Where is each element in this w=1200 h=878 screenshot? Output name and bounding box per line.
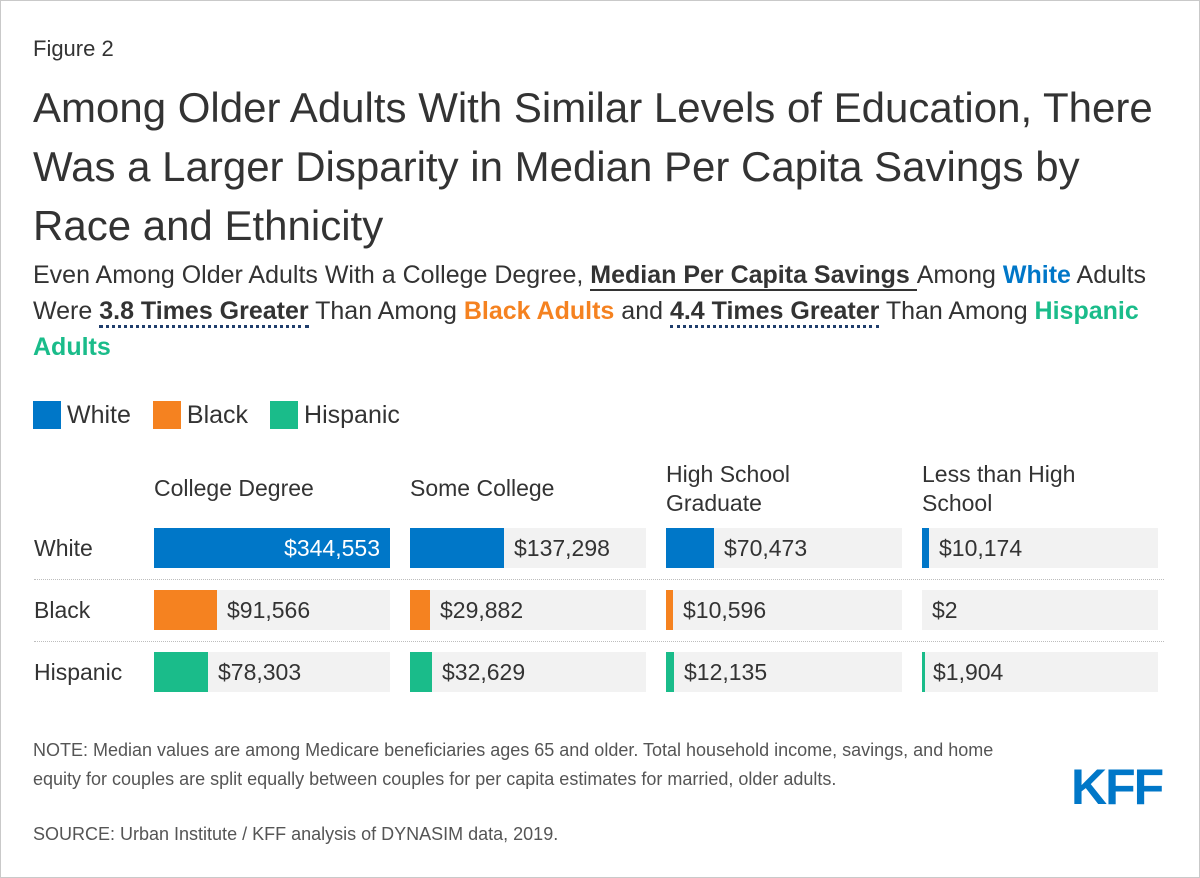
bar-track: $12,135 bbox=[666, 652, 902, 692]
legend: White Black Hispanic bbox=[33, 400, 422, 430]
subtitle-text: Among bbox=[916, 261, 1003, 289]
bar-track: $10,174 bbox=[922, 528, 1158, 568]
data-label: $78,303 bbox=[218, 659, 302, 685]
subtitle-ratio-hispanic: 4.4 Times Greater bbox=[669, 297, 880, 328]
bar-black-high-school-graduate bbox=[666, 590, 673, 630]
bar-white-less-than-high-school bbox=[922, 528, 929, 568]
data-label: $137,298 bbox=[514, 535, 610, 561]
data-label: $91,566 bbox=[227, 597, 311, 623]
bar-track: $344,553 bbox=[154, 528, 390, 568]
row-label-hispanic: Hispanic bbox=[34, 659, 123, 685]
bar-white-some-college bbox=[410, 528, 504, 568]
subtitle-emphasis-savings: Median Per Capita Savings bbox=[590, 261, 917, 291]
subtitle-text: Than Among bbox=[879, 297, 1035, 325]
column-header-high-school-graduate: High School Graduate bbox=[666, 461, 791, 516]
legend-item-black: Black bbox=[152, 400, 249, 430]
subtitle-ratio-black: 3.8 Times Greater bbox=[99, 297, 309, 328]
bar-hispanic-some-college bbox=[410, 652, 432, 692]
chart-subtitle: Even Among Older Adults With a College D… bbox=[33, 257, 1183, 365]
legend-swatch-white bbox=[33, 401, 61, 429]
bar-white-high-school-graduate bbox=[666, 528, 714, 568]
data-label: $70,473 bbox=[724, 535, 808, 561]
data-label: $10,174 bbox=[939, 535, 1023, 561]
chart-title: Among Older Adults With Similar Levels o… bbox=[33, 84, 1153, 249]
subtitle-hispanic-adults: Hispanic Adults bbox=[33, 297, 1139, 361]
bar-hispanic-high-school-graduate bbox=[666, 652, 674, 692]
bar-track: $78,303 bbox=[154, 652, 390, 692]
subtitle-black-adults: Black Adults bbox=[463, 297, 615, 325]
bar-track: $91,566 bbox=[154, 590, 390, 630]
bar-track: $10,596 bbox=[666, 590, 902, 630]
data-label: $10,596 bbox=[683, 597, 767, 623]
subtitle-text: Even Among Older Adults With a College D… bbox=[33, 261, 591, 289]
bar-track: $2 bbox=[922, 590, 1158, 630]
bar-track: $70,473 bbox=[666, 528, 902, 568]
bar-black-college-degree bbox=[154, 590, 217, 630]
figure-label: Figure 2 bbox=[33, 36, 114, 61]
bar-white-college-degree bbox=[154, 528, 390, 568]
bar-hispanic-less-than-high-school bbox=[922, 652, 925, 692]
data-label: $29,882 bbox=[440, 597, 524, 623]
footnote: NOTE: Median values are among Medicare b… bbox=[33, 740, 994, 789]
data-label: $2 bbox=[932, 597, 958, 623]
bar-hispanic-college-degree bbox=[154, 652, 208, 692]
data-label: $344,553 bbox=[284, 535, 380, 561]
subtitle-white: White bbox=[1002, 261, 1071, 289]
bar-track: $32,629 bbox=[410, 652, 646, 692]
column-header-college-degree: College Degree bbox=[154, 475, 314, 501]
bar-track: $29,882 bbox=[410, 590, 646, 630]
row-label-black: Black bbox=[34, 597, 91, 623]
legend-item-white: White bbox=[33, 401, 131, 430]
column-header-some-college: Some College bbox=[410, 475, 555, 501]
row-divider bbox=[34, 579, 1164, 580]
subtitle-text: and bbox=[614, 297, 670, 325]
subtitle-text: Than Among bbox=[308, 297, 464, 325]
column-header-less-than-high-school: Less than High School bbox=[922, 461, 1076, 516]
legend-label-hispanic: Hispanic bbox=[304, 400, 400, 429]
legend-label-black: Black bbox=[186, 400, 249, 429]
row-divider bbox=[34, 641, 1164, 642]
data-label: $12,135 bbox=[684, 659, 768, 685]
bar-black-some-college bbox=[410, 590, 430, 630]
legend-label-white: White bbox=[67, 400, 131, 429]
legend-item-hispanic: Hispanic bbox=[270, 401, 400, 430]
source-note: SOURCE: Urban Institute / KFF analysis o… bbox=[33, 824, 559, 844]
kff-logo: KFF bbox=[1071, 759, 1164, 815]
legend-swatch-hispanic bbox=[270, 401, 299, 429]
legend-swatch-black bbox=[152, 401, 181, 429]
row-label-white: White bbox=[34, 535, 93, 561]
data-label: $32,629 bbox=[442, 659, 526, 685]
data-label: $1,904 bbox=[933, 659, 1004, 685]
subtitle-text: Adults Were bbox=[33, 261, 1147, 325]
bar-track: $137,298 bbox=[410, 528, 646, 568]
bar-track: $1,904 bbox=[922, 652, 1158, 692]
